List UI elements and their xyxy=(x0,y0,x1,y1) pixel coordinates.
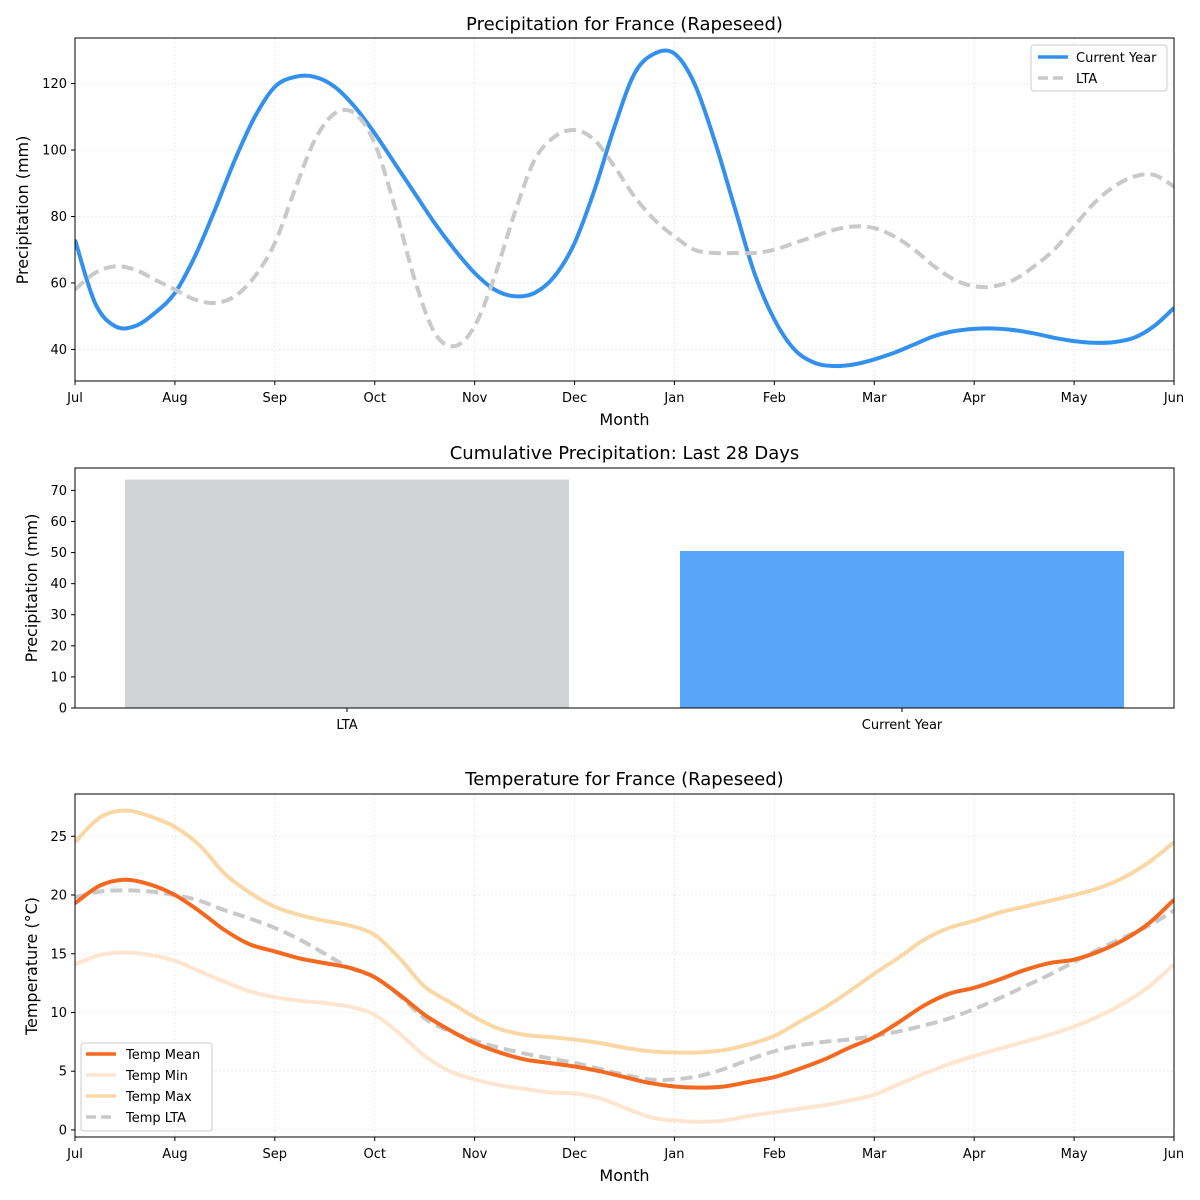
x-tick-label-jan: Jan xyxy=(663,1147,684,1162)
x-tick-label-mar: Mar xyxy=(862,391,887,406)
x-tick-label-jul: Jul xyxy=(66,391,83,406)
x-tick-label-nov: Nov xyxy=(462,1147,488,1162)
y-axis-label: Temperature (°C) xyxy=(22,897,41,1036)
x-tick-label-may: May xyxy=(1061,391,1088,406)
y-tick-label-100: 100 xyxy=(42,144,67,159)
legend-label-temp-mean: Temp Mean xyxy=(125,1048,200,1063)
x-tick-label-jan: Jan xyxy=(663,391,684,406)
x-tick-label-apr: Apr xyxy=(963,391,986,406)
x-tick-label-oct: Oct xyxy=(363,391,385,406)
bar-current-year xyxy=(680,551,1125,708)
x-tick-label-aug: Aug xyxy=(162,1147,187,1162)
y-tick-label-40: 40 xyxy=(50,343,67,358)
legend: Temp Mean Temp Min Temp Max Temp LTA xyxy=(80,1042,213,1132)
y-axis-label: Precipitation (mm) xyxy=(22,514,41,663)
legend-box xyxy=(80,1042,213,1132)
x-tick-label-nov: Nov xyxy=(462,391,488,406)
chart-title: Precipitation for France (Rapeseed) xyxy=(466,14,783,35)
legend: Current Year LTA xyxy=(1030,44,1168,92)
x-axis-label: Month xyxy=(599,1166,649,1185)
x-tick-label-aug: Aug xyxy=(162,391,187,406)
y-tick-label-25: 25 xyxy=(50,830,67,845)
legend-label-lta: LTA xyxy=(1076,72,1097,87)
x-tick-label-mar: Mar xyxy=(862,1147,887,1162)
legend-label-temp-lta: Temp LTA xyxy=(125,1111,186,1126)
x-tick-label-feb: Feb xyxy=(763,1147,786,1162)
y-tick-label-60: 60 xyxy=(50,515,67,530)
x-tick-label-jul: Jul xyxy=(66,1147,83,1162)
x-tick-label-apr: Apr xyxy=(963,1147,986,1162)
y-axis-label: Precipitation (mm) xyxy=(13,136,32,285)
series-line-temp-mean xyxy=(75,877,1174,1090)
x-axis-label: Month xyxy=(599,410,649,429)
chart-title: Cumulative Precipitation: Last 28 Days xyxy=(450,443,800,464)
x-tick-label-lta: LTA xyxy=(336,718,357,733)
legend-label-temp-max: Temp Max xyxy=(125,1090,192,1105)
x-tick-label-feb: Feb xyxy=(763,391,786,406)
x-tick-label-oct: Oct xyxy=(363,1147,385,1162)
y-tick-label-5: 5 xyxy=(59,1065,67,1080)
y-tick-label-50: 50 xyxy=(50,546,67,561)
y-tick-label-0: 0 xyxy=(59,702,67,717)
y-tick-label-20: 20 xyxy=(50,889,67,904)
series-line-temp-max xyxy=(75,808,1174,1055)
precipitation-line-chart: Jul Aug Sep Oct Nov Dec Jan Feb Mar Apr May Jun 40 6… xyxy=(13,14,1184,429)
series-line-temp-min xyxy=(75,950,1174,1124)
y-tick-label-10: 10 xyxy=(50,1006,67,1021)
y-tick-label-30: 30 xyxy=(50,608,67,623)
plot-frame xyxy=(74,37,1175,382)
y-tick-label-10: 10 xyxy=(50,670,67,685)
y-tick-label-15: 15 xyxy=(50,947,67,962)
y-tick-label-40: 40 xyxy=(50,577,67,592)
y-tick-label-60: 60 xyxy=(50,276,67,291)
x-tick-label-dec: Dec xyxy=(562,1147,587,1162)
y-tick-label-120: 120 xyxy=(42,77,67,92)
x-tick-label-jun: Jun xyxy=(1163,391,1184,406)
plot-frame xyxy=(74,793,1175,1138)
x-tick-label-sep: Sep xyxy=(263,1147,288,1162)
series-line-temp-lta xyxy=(75,888,1174,1082)
x-tick-label-sep: Sep xyxy=(263,391,288,406)
plot-frame xyxy=(74,467,1175,709)
x-tick-label-dec: Dec xyxy=(562,391,587,406)
x-tick-label-may: May xyxy=(1061,1147,1088,1162)
series-line-lta xyxy=(75,107,1174,349)
y-tick-label-20: 20 xyxy=(50,639,67,654)
bar-lta xyxy=(124,479,569,708)
chart-title: Temperature for France (Rapeseed) xyxy=(464,769,783,790)
y-tick-label-70: 70 xyxy=(50,484,67,499)
y-tick-label-80: 80 xyxy=(50,210,67,225)
x-tick-label-current-year: Current Year xyxy=(862,718,943,733)
series-line-current-year xyxy=(75,48,1174,369)
cumulative-precipitation-bar-chart: LTA Current Year 0 10 20 30 40 50 60 70 Cumulati… xyxy=(22,443,1175,733)
legend-label-temp-min: Temp Min xyxy=(125,1069,188,1084)
y-tick-label-0: 0 xyxy=(59,1123,67,1138)
temperature-line-chart: Jul Aug Sep Oct Nov Dec Jan Feb Mar Apr May Jun 0 5 1… xyxy=(22,769,1184,1185)
legend-label-current-year: Current Year xyxy=(1076,51,1157,66)
x-tick-label-jun: Jun xyxy=(1163,1147,1184,1162)
